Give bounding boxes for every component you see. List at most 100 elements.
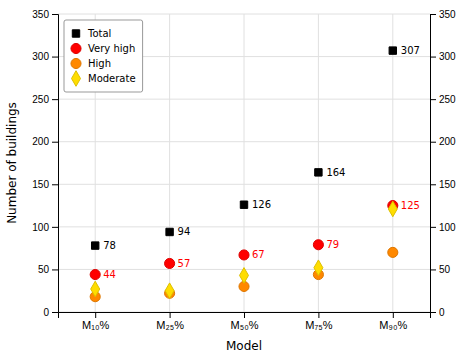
- data-label: 94: [178, 226, 191, 237]
- tick: 100: [32, 222, 58, 233]
- tick-label: 100: [439, 222, 456, 233]
- data-label: 79: [326, 239, 339, 250]
- tick: 0: [430, 307, 445, 318]
- tick-mark: [430, 14, 436, 15]
- legend-symbol: [72, 71, 81, 87]
- grid-line-x: [392, 14, 393, 312]
- tick-mark: [318, 312, 319, 318]
- tick: 50: [38, 264, 58, 275]
- legend-label: Moderate: [88, 73, 136, 84]
- tick-label: M₂₅%: [156, 319, 184, 331]
- tick-mark: [430, 99, 436, 100]
- y2-axis: 050100150200250300350: [430, 9, 456, 318]
- legend-label: High: [88, 58, 111, 69]
- legend: Total Very high High Moderate: [64, 20, 143, 92]
- point: [165, 258, 175, 268]
- tick-label: M₇₅%: [305, 319, 332, 331]
- tick: 100: [430, 222, 456, 233]
- data-label: 125: [401, 200, 420, 211]
- point: [91, 281, 100, 297]
- y-axis: 0 50 100 150 200 250 300 350: [32, 9, 58, 318]
- point: [389, 47, 396, 54]
- tick-label: 250: [439, 94, 456, 105]
- axis-line: [431, 15, 437, 313]
- data-label: 307: [401, 45, 420, 56]
- tick-label: 0: [439, 307, 445, 318]
- point: [240, 268, 249, 284]
- tick-mark: [430, 184, 436, 185]
- tick-label: M₅₀%: [231, 319, 259, 331]
- data-label: 67: [252, 249, 265, 260]
- point: [313, 240, 323, 250]
- tick: M₂₅%: [156, 312, 184, 331]
- tick: 250: [32, 94, 58, 105]
- tick-label: 350: [32, 9, 49, 20]
- tick: 50: [430, 264, 451, 275]
- tick-mark: [52, 312, 58, 313]
- point: [166, 228, 173, 235]
- tick-label: 300: [439, 51, 456, 62]
- tick: M₁₀%: [82, 312, 109, 331]
- tick: M₅₀%: [231, 312, 259, 331]
- x-axis-title: Model: [226, 339, 262, 353]
- point: [91, 242, 98, 249]
- data-label: 126: [252, 199, 271, 210]
- legend-item: Total: [72, 28, 111, 39]
- legend-item: High: [71, 58, 111, 69]
- point: [314, 260, 323, 276]
- legend-item: Very high: [71, 43, 135, 54]
- legend-symbol: [72, 30, 79, 37]
- x-axis: M₁₀% M₂₅% M₅₀% M₇₅% M₉₀%: [59, 312, 431, 331]
- data-label: 44: [103, 269, 116, 280]
- tick-mark: [52, 227, 58, 228]
- point: [239, 250, 249, 260]
- series: [90, 247, 398, 301]
- tick-mark: [52, 142, 58, 143]
- point: [315, 169, 322, 176]
- legend-frame: [64, 20, 143, 92]
- tick-mark: [52, 57, 58, 58]
- plot: M₁₀% M₂₅% M₅₀% M₇₅% M₉₀% 0 50 100 150 200 250 300 35…: [32, 9, 456, 331]
- point: [240, 201, 247, 208]
- point: [90, 269, 100, 279]
- point: [388, 201, 397, 217]
- legend-label: Very high: [88, 43, 135, 54]
- tick: 250: [430, 94, 456, 105]
- tick-label: 300: [32, 51, 49, 62]
- tick-mark: [52, 14, 58, 15]
- grid: [58, 14, 430, 312]
- tick-mark: [52, 269, 58, 270]
- tick: 350: [430, 9, 456, 20]
- tick-mark: [430, 312, 436, 313]
- data-label: 57: [178, 258, 191, 269]
- tick: 350: [32, 9, 58, 20]
- legend-symbol: [71, 43, 81, 53]
- tick-label: 0: [43, 307, 49, 318]
- tick: M₉₀%: [379, 312, 407, 331]
- tick: 300: [32, 51, 58, 62]
- tick: 200: [430, 136, 456, 147]
- tick-mark: [95, 312, 96, 318]
- tick: 200: [32, 136, 58, 147]
- tick-label: 50: [439, 264, 451, 275]
- point: [165, 283, 174, 299]
- series: [91, 201, 398, 298]
- tick-label: 50: [38, 264, 50, 275]
- data-label: 164: [326, 167, 345, 178]
- tick-mark: [430, 57, 436, 58]
- tick: M₇₅%: [305, 312, 332, 331]
- tick-label: 200: [32, 136, 49, 147]
- legend-label: Total: [87, 28, 111, 39]
- tick: 150: [32, 179, 58, 190]
- y-axis-title: Number of buildings: [5, 102, 19, 224]
- tick-mark: [170, 312, 171, 318]
- axis-line: [59, 313, 431, 319]
- tick-mark: [430, 227, 436, 228]
- tick-label: 350: [439, 9, 456, 20]
- tick: 0: [43, 307, 58, 318]
- tick-label: 200: [439, 136, 456, 147]
- data-labels: 78 94 126 164 307 44 57 67 79 125: [103, 45, 420, 280]
- chart: M₁₀% M₂₅% M₅₀% M₇₅% M₉₀% 0 50 100 150 200 250 300 35…: [0, 0, 474, 360]
- legend-item: Moderate: [72, 71, 136, 87]
- data-label: 78: [103, 240, 116, 251]
